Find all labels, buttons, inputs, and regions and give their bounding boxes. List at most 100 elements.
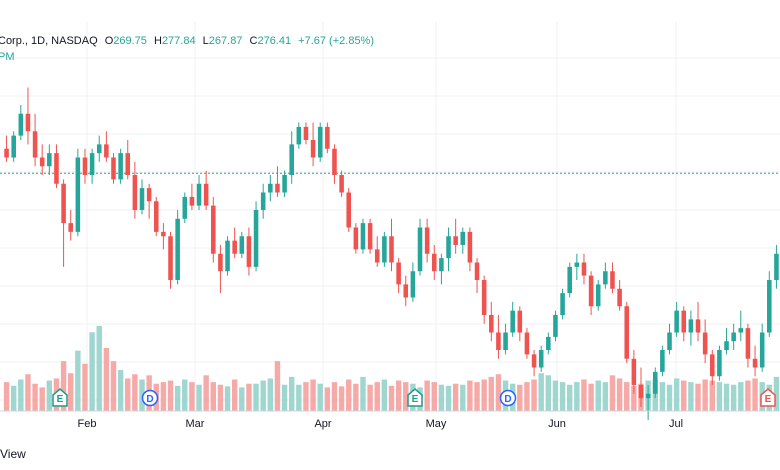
- volume-bar: [10, 385, 17, 411]
- volume-bar: [317, 383, 323, 411]
- candle-body: [410, 271, 416, 298]
- event-label: E: [57, 394, 64, 405]
- earnings-marker[interactable]: E: [52, 388, 68, 407]
- candle-body: [617, 288, 622, 307]
- volume-bar: [139, 379, 145, 411]
- volume-bar: [331, 382, 338, 411]
- volume-bar: [460, 384, 466, 411]
- dividend-marker[interactable]: D: [141, 389, 159, 407]
- candle-body: [232, 240, 237, 254]
- candle-body: [139, 188, 145, 210]
- candle-body: [574, 262, 580, 267]
- volume-bar: [260, 380, 266, 411]
- volume-bar: [595, 380, 601, 411]
- candle-body: [111, 157, 116, 180]
- candle-body: [759, 332, 765, 368]
- open-value: 269.75: [113, 35, 147, 47]
- volume-bar: [18, 379, 24, 411]
- volume-bar: [395, 380, 402, 411]
- volume-bar: [281, 384, 288, 411]
- candle-body: [18, 113, 24, 136]
- candle-body: [403, 284, 409, 298]
- volume-bar: [659, 382, 666, 411]
- volume-bar: [424, 380, 430, 411]
- candle-body: [360, 223, 366, 250]
- volume-bar: [132, 374, 138, 411]
- volume-bar: [360, 376, 366, 411]
- candle-body: [96, 144, 102, 154]
- volume-bar: [666, 384, 673, 411]
- candle-body: [296, 126, 302, 145]
- candle-body: [631, 358, 637, 385]
- candle-body: [132, 175, 138, 210]
- candle-body: [774, 253, 779, 280]
- month-label: Apr: [314, 418, 331, 430]
- earnings-marker[interactable]: E: [760, 388, 776, 407]
- volume-bar: [96, 325, 102, 411]
- candle-body: [610, 271, 615, 289]
- candle-body: [325, 126, 330, 149]
- volume-bar: [68, 373, 74, 411]
- volume-bar: [39, 387, 45, 411]
- candle-body: [489, 315, 494, 333]
- candle-body: [246, 236, 252, 267]
- candle-body: [517, 310, 523, 333]
- candle-body: [196, 183, 202, 206]
- candle-body: [595, 284, 601, 307]
- volume-bar: [353, 383, 359, 411]
- volume-bar: [117, 370, 124, 411]
- volume-bar: [709, 380, 715, 411]
- candle-body: [624, 306, 630, 359]
- volume-bar: [75, 350, 81, 411]
- volume-bar: [524, 382, 530, 411]
- volume-bar: [310, 379, 316, 411]
- volume-bar: [567, 384, 573, 411]
- candle-body: [674, 310, 679, 333]
- volume-bar: [125, 378, 131, 411]
- candle-body: [168, 236, 173, 280]
- candle-body: [524, 332, 530, 355]
- candle-body: [738, 328, 744, 333]
- candle-body: [118, 153, 123, 180]
- candle-body: [289, 144, 294, 175]
- volume-bar: [388, 385, 395, 411]
- volume-bar: [231, 379, 238, 411]
- month-label: Feb: [78, 418, 97, 430]
- candle-body: [603, 271, 608, 285]
- month-label: Jul: [669, 418, 683, 430]
- dividend-marker[interactable]: D: [499, 389, 517, 407]
- month-label: Jun: [548, 418, 566, 430]
- event-label: D: [146, 394, 153, 405]
- candle-body: [645, 393, 651, 399]
- volume-bar: [588, 383, 594, 411]
- earnings-marker[interactable]: E: [407, 388, 423, 407]
- volume-bar: [89, 332, 95, 411]
- candle-body: [260, 192, 266, 210]
- candle-body: [218, 253, 223, 272]
- month-label: May: [426, 418, 447, 430]
- candle-body: [175, 218, 180, 280]
- volume-bar: [338, 386, 345, 411]
- candle-body: [4, 148, 9, 158]
- volume-bar: [773, 376, 780, 411]
- volume-bar: [189, 382, 195, 411]
- candle-body: [104, 144, 109, 158]
- volume-bar: [695, 383, 701, 411]
- event-label: E: [765, 394, 772, 405]
- candle-body: [688, 319, 694, 333]
- volume-bar: [467, 380, 473, 411]
- view-link[interactable]: View: [0, 447, 26, 461]
- candle-body: [239, 236, 245, 254]
- volume-bar: [688, 382, 694, 411]
- volume-bar: [517, 384, 523, 411]
- candle-body: [446, 236, 451, 259]
- candle-body: [717, 350, 722, 377]
- candle-body: [182, 196, 188, 219]
- candle-body: [282, 175, 287, 193]
- volume-bar: [267, 378, 274, 411]
- volume-bar: [681, 380, 687, 411]
- candle-body: [68, 223, 74, 232]
- volume-bar: [82, 363, 88, 411]
- low-value: 267.87: [209, 35, 243, 47]
